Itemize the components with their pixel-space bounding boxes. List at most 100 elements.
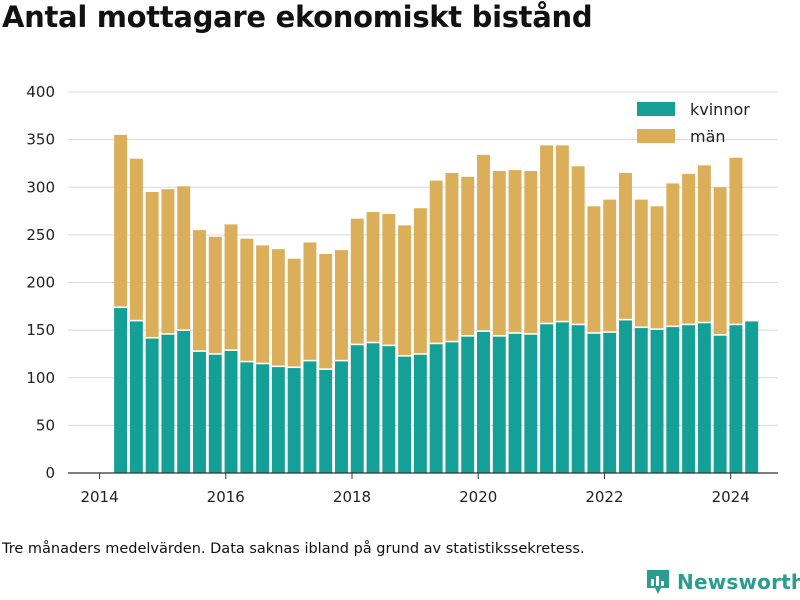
bar-kvinnor	[350, 344, 364, 473]
bars	[114, 134, 759, 473]
bar-kvinnor	[729, 324, 743, 473]
bar-man	[256, 245, 270, 364]
bar-kvinnor	[256, 363, 270, 473]
x-tick-label: 2018	[333, 488, 371, 506]
y-tick-label: 200	[26, 274, 55, 292]
y-tick-label: 400	[26, 83, 55, 101]
bar-man	[129, 158, 143, 321]
bar-kvinnor	[366, 342, 380, 473]
bar-kvinnor	[303, 360, 317, 473]
y-tick-label: 350	[26, 131, 55, 149]
bar-kvinnor	[555, 321, 569, 473]
footnote: Tre månaders medelvärden. Data saknas ib…	[2, 541, 585, 557]
newsworthy-logo-icon	[647, 570, 669, 594]
bar-kvinnor	[129, 320, 143, 473]
bar-man	[366, 212, 380, 343]
bar-man	[413, 208, 427, 354]
bar-kvinnor	[508, 332, 522, 473]
bar-man	[145, 192, 159, 338]
bar-man	[540, 145, 554, 324]
bar-man	[492, 171, 506, 336]
bar-kvinnor	[571, 324, 585, 473]
bar-kvinnor	[398, 355, 412, 473]
x-axis: 2014 2016 2018 2020 2022 2024	[68, 472, 778, 506]
bar-man	[429, 180, 443, 344]
bar-man	[713, 187, 727, 335]
y-tick-label: 0	[45, 464, 55, 482]
bar-man	[445, 172, 459, 342]
bar-kvinnor	[634, 327, 648, 473]
bar-man	[161, 189, 175, 334]
bar-kvinnor	[145, 337, 159, 473]
bar-kvinnor	[477, 331, 490, 473]
bar-kvinnor	[382, 345, 396, 473]
bar-man	[114, 134, 128, 308]
bar-man	[508, 170, 522, 333]
brand-name: Newsworthy	[677, 570, 800, 594]
bar-kvinnor	[240, 361, 254, 473]
bar-man	[619, 172, 632, 320]
legend-swatch	[637, 102, 675, 116]
bar-man	[587, 206, 601, 333]
bar-kvinnor	[587, 332, 601, 473]
y-axis-ticks: 0 50 100 150 200 250 300 350 400	[26, 83, 55, 482]
bar-kvinnor	[287, 367, 301, 473]
bar-kvinnor	[193, 351, 206, 473]
bar-kvinnor	[177, 330, 191, 473]
bar-man	[240, 238, 254, 362]
chart-title: Antal mottagare ekonomiskt bistånd	[2, 0, 593, 34]
bar-man	[682, 173, 696, 325]
bar-man	[697, 165, 711, 323]
bar-man	[650, 206, 664, 330]
bar-kvinnor	[429, 343, 443, 473]
y-tick-label: 150	[26, 321, 55, 339]
y-tick-label: 50	[36, 416, 55, 434]
legend-label: män	[690, 127, 726, 146]
bar-man	[524, 171, 538, 334]
bar-kvinnor	[461, 335, 475, 473]
bar-kvinnor	[603, 332, 617, 473]
bar-man	[208, 236, 222, 354]
bar-man	[350, 218, 364, 345]
bar-kvinnor	[271, 366, 285, 473]
bar-kvinnor	[619, 319, 632, 473]
bar-kvinnor	[540, 323, 554, 473]
bar-man	[634, 199, 648, 328]
y-tick-label: 250	[26, 226, 55, 244]
bar-man	[193, 230, 206, 352]
brand-logo[interactable]: Newsworthy	[645, 568, 800, 596]
x-tick-label: 2022	[585, 488, 623, 506]
bar-kvinnor	[208, 353, 222, 473]
bar-man	[398, 225, 412, 356]
bar-man	[303, 242, 317, 361]
bar-kvinnor	[524, 333, 538, 473]
x-tick-label: 2020	[459, 488, 497, 506]
bar-man	[729, 157, 743, 325]
y-tick-label: 100	[26, 369, 55, 387]
bar-man	[319, 253, 333, 370]
bar-kvinnor	[713, 334, 727, 473]
legend-label: kvinnor	[690, 100, 750, 119]
bar-man	[382, 213, 396, 346]
bar-man	[603, 199, 617, 333]
bar-kvinnor	[224, 350, 238, 473]
bar-man	[666, 183, 680, 327]
legend: kvinnor män	[637, 100, 750, 146]
bar-kvinnor	[650, 329, 664, 473]
bar-kvinnor	[745, 320, 759, 473]
bar-kvinnor	[492, 335, 506, 473]
bar-kvinnor	[697, 322, 711, 473]
x-tick-label: 2014	[80, 488, 118, 506]
bar-man	[461, 176, 475, 336]
x-tick-label: 2016	[207, 488, 245, 506]
bar-man	[571, 166, 585, 325]
bar-kvinnor	[114, 307, 128, 473]
bar-kvinnor	[335, 360, 348, 473]
bar-man	[177, 186, 191, 331]
bar-man	[224, 224, 238, 351]
bar-man	[555, 145, 569, 322]
bar-kvinnor	[682, 324, 696, 473]
x-tick-label: 2024	[712, 488, 750, 506]
y-tick-label: 300	[26, 178, 55, 196]
